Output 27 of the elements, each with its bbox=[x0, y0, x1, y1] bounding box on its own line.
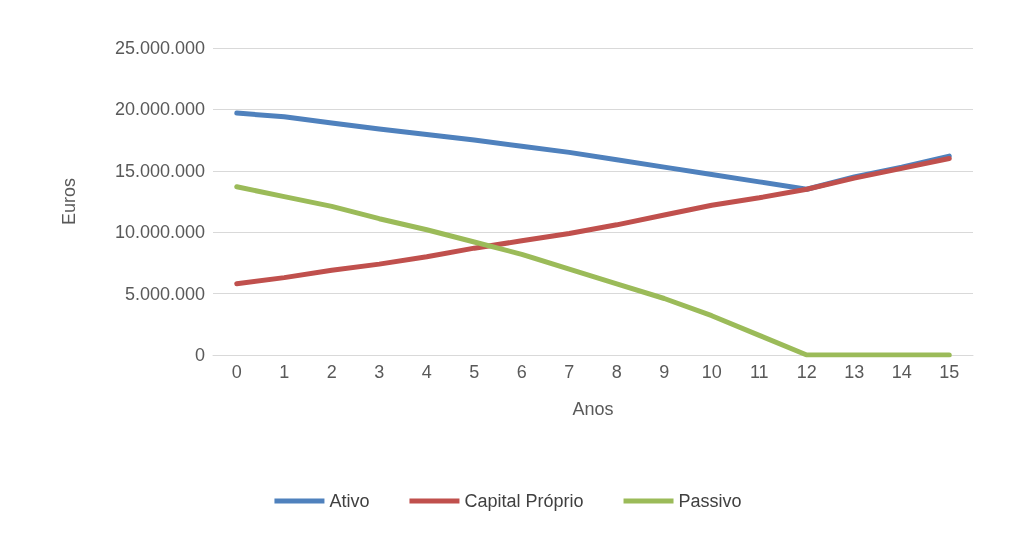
legend-label: Ativo bbox=[329, 491, 370, 511]
x-tick-label: 12 bbox=[796, 362, 817, 382]
y-tick-label: 20.000.000 bbox=[114, 99, 205, 120]
x-tick-label: 0 bbox=[231, 362, 242, 382]
y-tick-label: 10.000.000 bbox=[114, 222, 205, 243]
y-tick-label: 15.000.000 bbox=[114, 160, 205, 181]
y-axis-title: Euros bbox=[59, 177, 79, 226]
x-tick-label: 14 bbox=[891, 362, 912, 382]
y-tick-label: 5.000.000 bbox=[124, 283, 205, 304]
x-tick-label: 11 bbox=[749, 362, 769, 382]
x-tick-label: 13 bbox=[844, 362, 865, 382]
x-tick-label: 10 bbox=[701, 362, 722, 382]
x-tick-label: 5 bbox=[469, 362, 480, 382]
x-tick-label: 4 bbox=[421, 362, 432, 382]
x-axis-title: Anos bbox=[572, 399, 614, 419]
x-tick-label: 2 bbox=[326, 362, 337, 382]
y-tick-label: 25.000.000 bbox=[114, 38, 205, 58]
x-tick-label: 7 bbox=[564, 362, 575, 382]
y-tick-label: 0 bbox=[194, 345, 205, 365]
x-tick-label: 6 bbox=[516, 362, 527, 382]
x-tick-label: 8 bbox=[611, 362, 622, 382]
legend-label: Passivo bbox=[678, 491, 742, 511]
x-tick-label: 9 bbox=[659, 362, 670, 382]
x-tick-label: 3 bbox=[374, 362, 385, 382]
legend-label: Capital Próprio bbox=[464, 491, 584, 511]
x-tick-label: 1 bbox=[279, 362, 290, 382]
x-tick-label: 15 bbox=[939, 362, 960, 382]
